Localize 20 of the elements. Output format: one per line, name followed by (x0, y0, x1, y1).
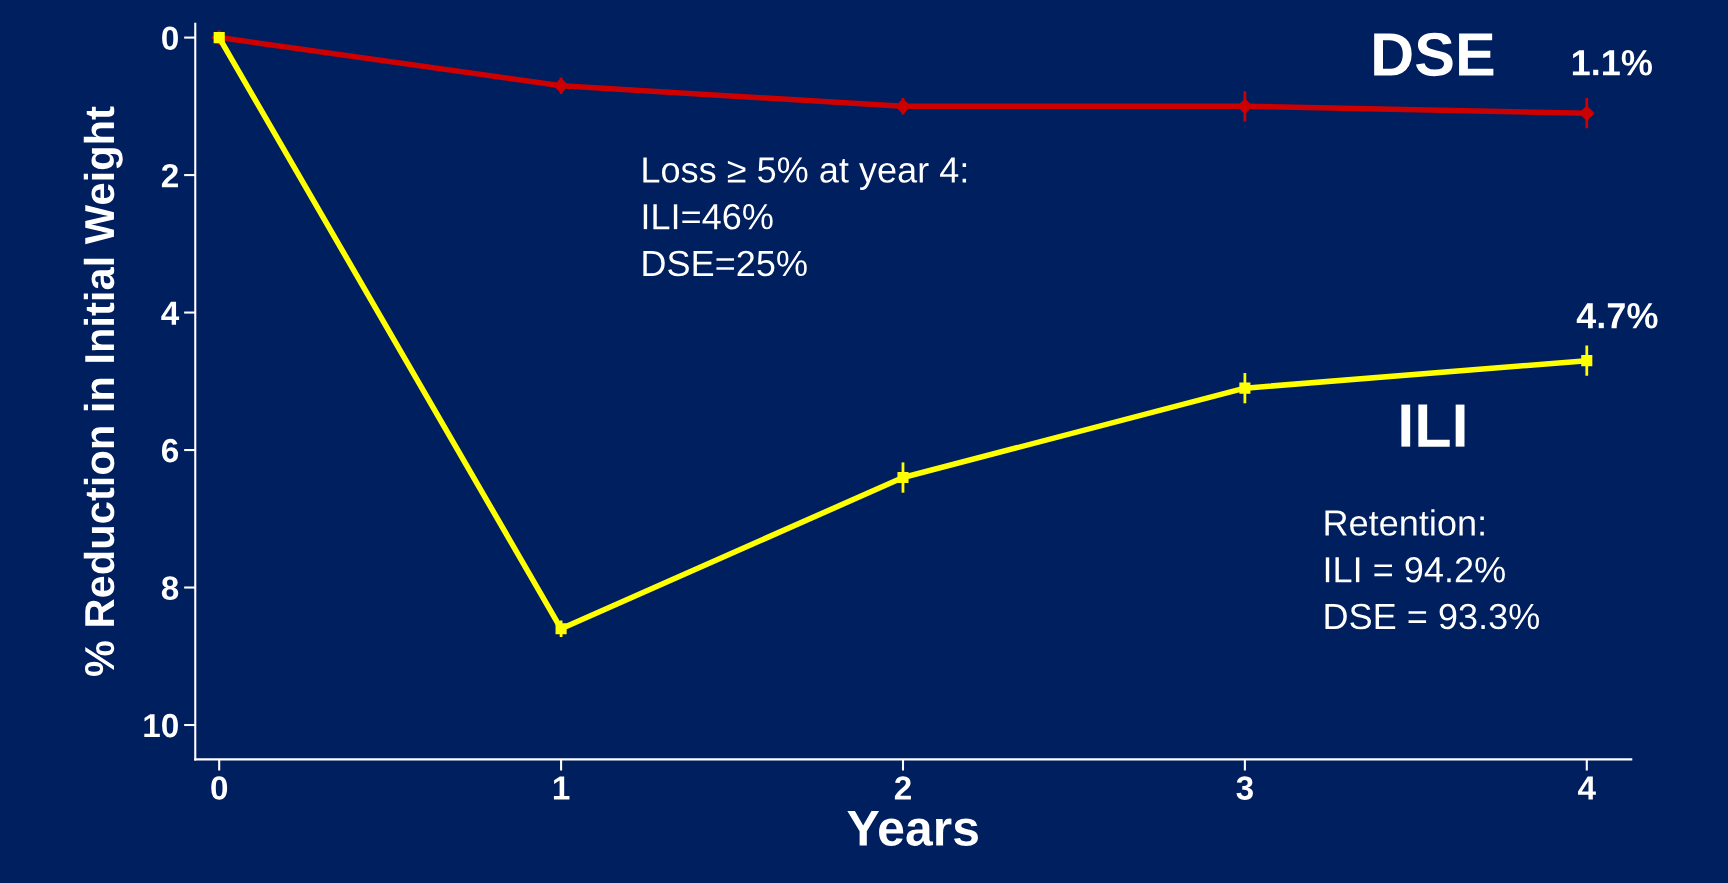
y-tick-label: 4 (161, 301, 180, 325)
y-tick-label: 8 (161, 576, 179, 600)
point (897, 471, 909, 484)
x-tick-label: 2 (894, 776, 911, 800)
y-tick-label: 0 (162, 26, 178, 50)
annotation: Loss ≥ 5% at year 4: ILI=46% DSE=25% (643, 157, 967, 277)
x-tick-label: 4 (1578, 776, 1596, 800)
annotation: Retention: ILI = 94.2% DSE = 93.3% (1325, 509, 1540, 630)
x-tick-label: 0 (211, 776, 228, 800)
series-label: DSE (1374, 32, 1494, 77)
annotation: 1.1% (1572, 50, 1652, 76)
x-tick-label: 1 (553, 776, 570, 800)
x-axis-title: Years (847, 811, 978, 846)
y-tick-label: 6 (161, 438, 179, 463)
x-tick-label: 3 (1236, 776, 1253, 800)
series-label: ILI (1401, 404, 1465, 447)
y-tick-label: 10 (144, 713, 178, 738)
y-axis-title: % Reduction in Initial Weight (83, 106, 123, 677)
y-tick-label: 2 (161, 163, 178, 188)
annotation: 4.7% (1576, 303, 1658, 329)
